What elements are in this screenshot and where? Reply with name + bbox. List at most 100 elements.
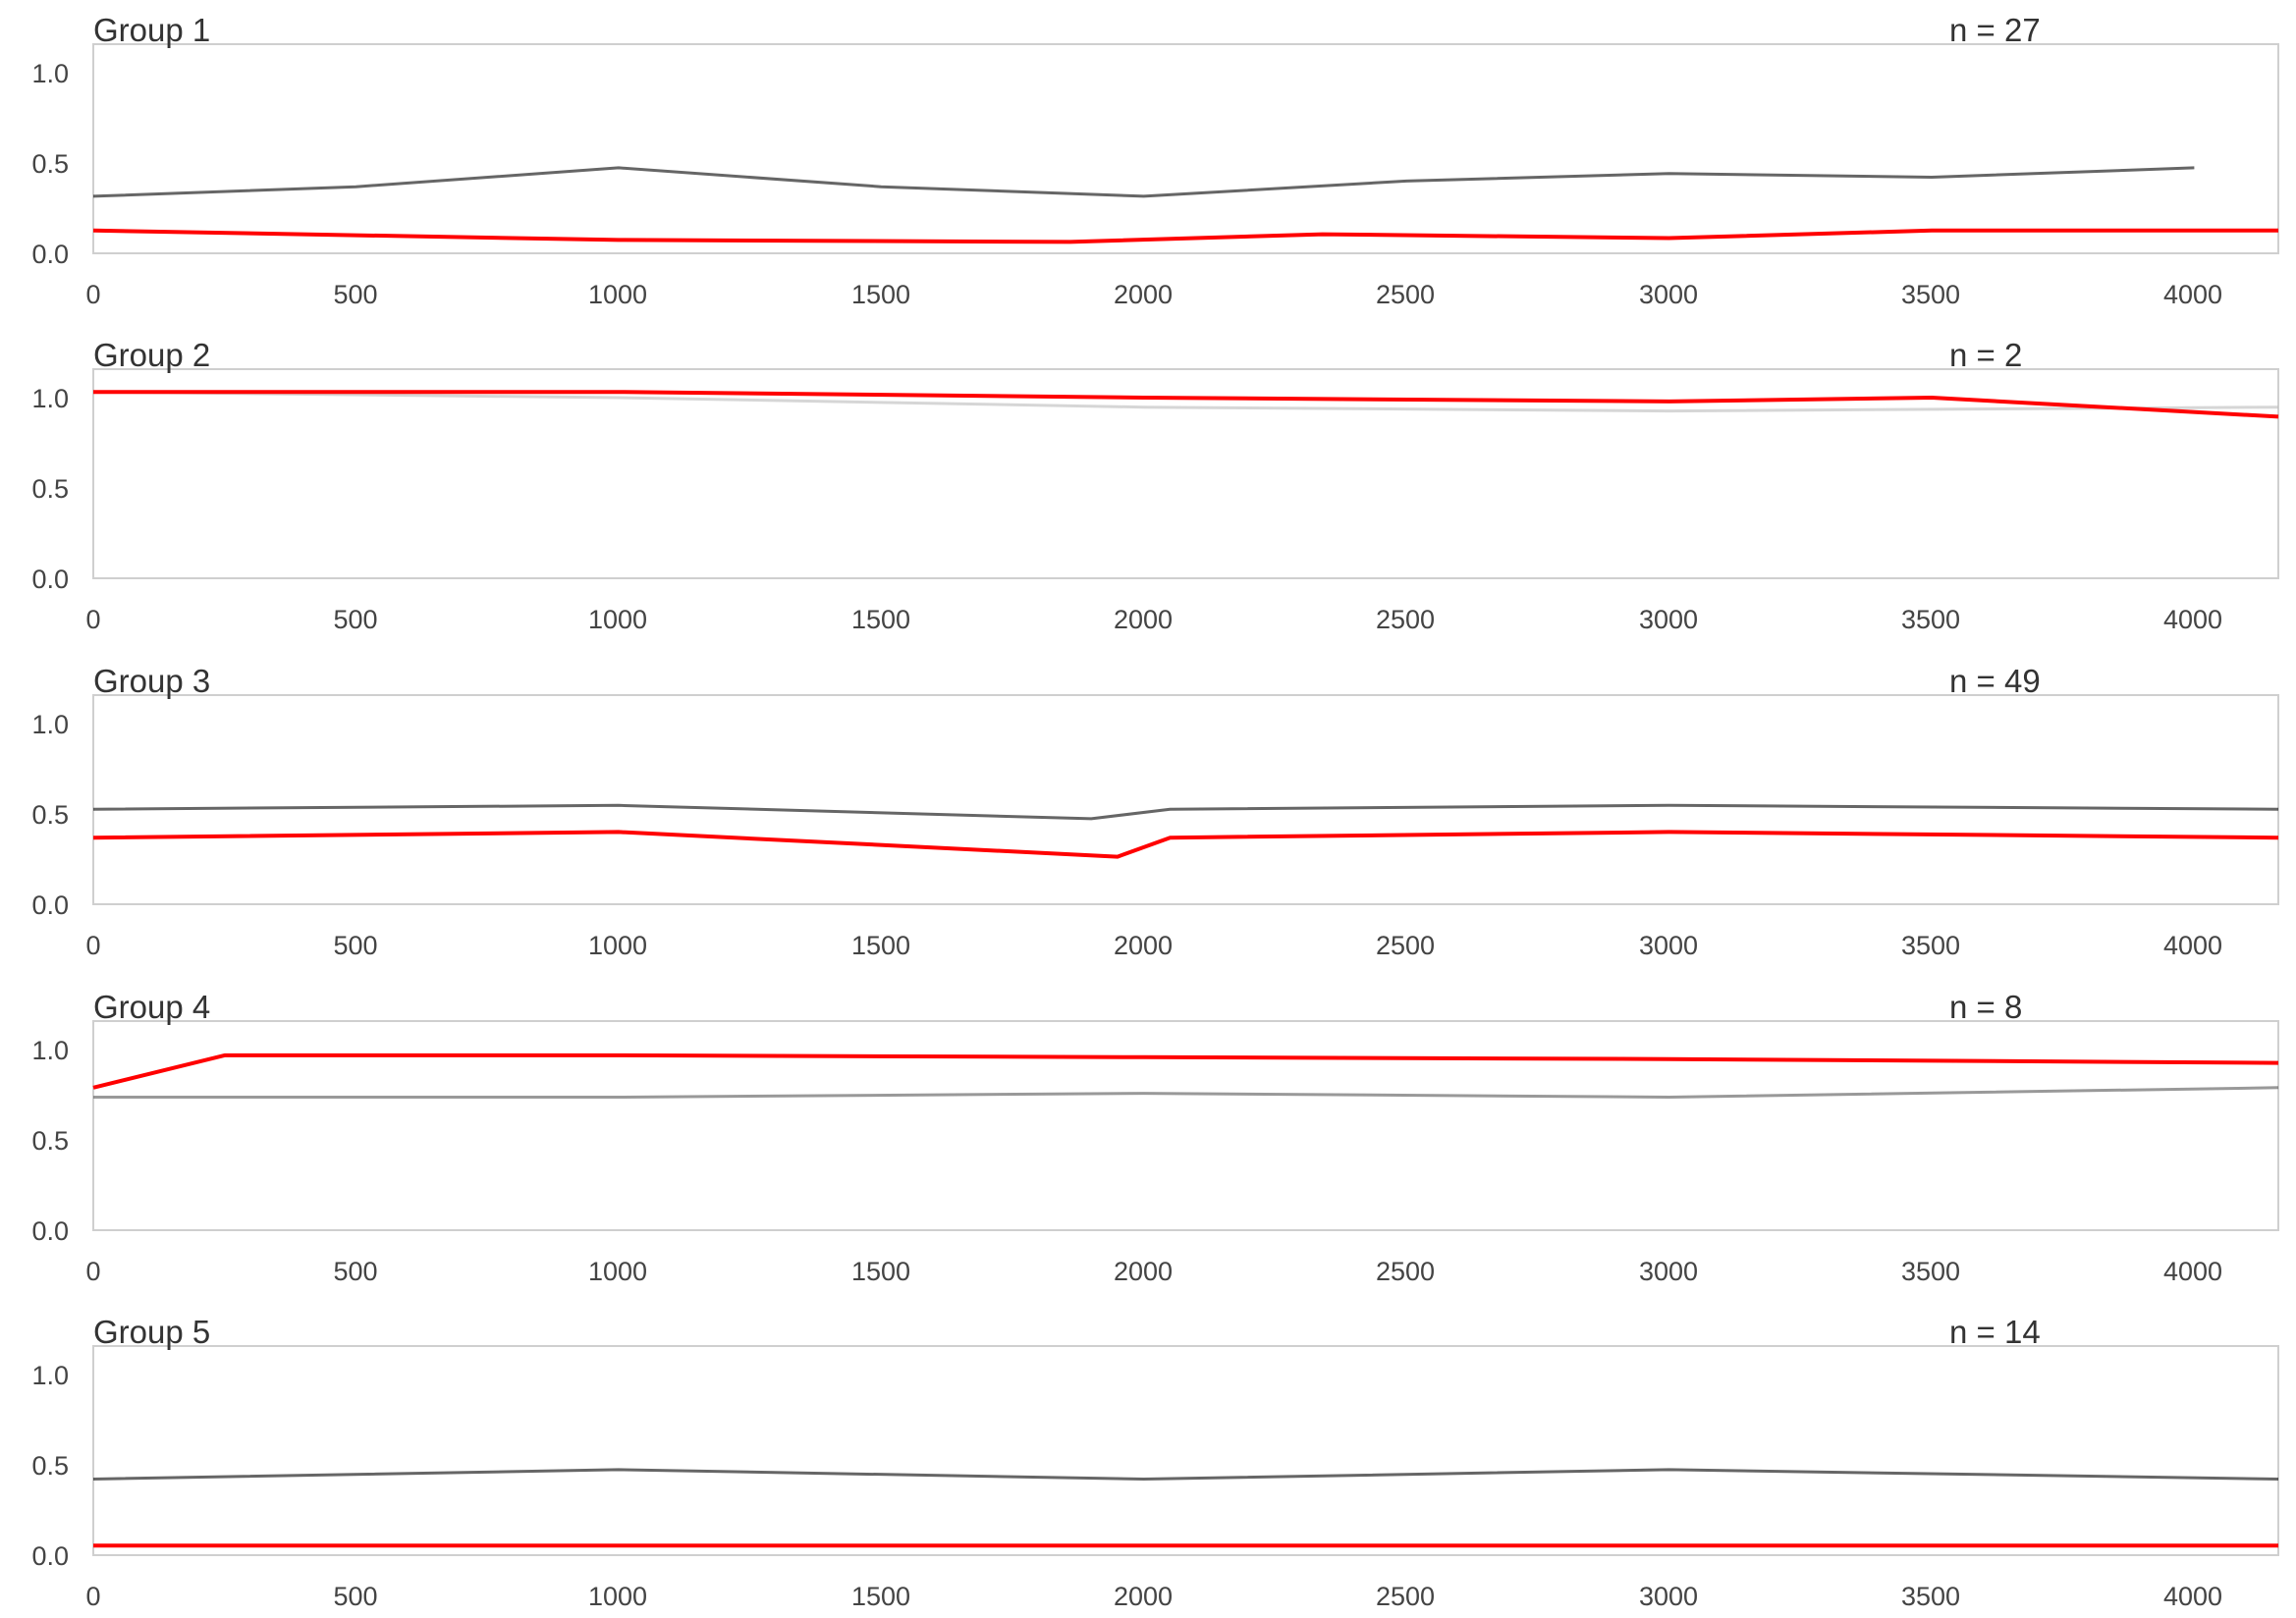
x-tick-label: 0 <box>85 1257 100 1286</box>
x-tick-label: 2500 <box>1376 280 1435 309</box>
y-axis: 0.0 0.5 1.0 <box>31 59 69 269</box>
x-tick-label: 0 <box>85 931 100 960</box>
y-tick-label: 1.0 <box>31 384 69 413</box>
panel-group-1: Group 1 n = 27 0.0 0.5 1.0 0 500 1000 15… <box>31 12 2279 309</box>
highlight-series-line <box>92 1052 2279 1090</box>
background-series-line <box>92 803 2279 821</box>
y-tick-label: 0.0 <box>31 1216 69 1246</box>
y-tick-label: 1.0 <box>31 59 69 88</box>
sample-count: n = 14 <box>1949 1314 2041 1350</box>
y-tick-label: 0.5 <box>31 1451 69 1481</box>
x-tick-label: 2000 <box>1114 1257 1173 1286</box>
x-tick-label: 500 <box>333 931 377 960</box>
y-tick-label: 1.0 <box>31 1361 69 1390</box>
y-tick-label: 0.0 <box>31 890 69 920</box>
x-axis: 0 500 1000 1500 2000 2500 3000 3500 4000 <box>85 280 2222 309</box>
traces-layer <box>92 803 2279 859</box>
x-axis: 0 500 1000 1500 2000 2500 3000 3500 4000 <box>85 931 2222 960</box>
x-tick-label: 500 <box>333 280 377 309</box>
x-tick-label: 2500 <box>1376 1257 1435 1286</box>
x-tick-label: 3500 <box>1901 1582 1960 1611</box>
x-tick-label: 1500 <box>851 931 910 960</box>
y-tick-label: 0.5 <box>31 800 69 830</box>
panel-group-4: Group 4 n = 8 0.0 0.5 1.0 0 500 1000 150… <box>31 989 2279 1286</box>
panel-title: Group 1 <box>93 12 210 48</box>
y-tick-label: 0.0 <box>31 240 69 269</box>
x-tick-label: 4000 <box>2163 605 2222 634</box>
x-tick-label: 3000 <box>1639 605 1698 634</box>
plot-frame <box>92 1345 2279 1556</box>
background-series-line <box>93 1086 2279 1099</box>
x-tick-label: 4000 <box>2163 1582 2222 1611</box>
y-tick-label: 0.5 <box>31 474 69 504</box>
x-tick-label: 3500 <box>1901 931 1960 960</box>
y-tick-label: 0.5 <box>31 1126 69 1156</box>
x-tick-label: 2000 <box>1114 280 1173 309</box>
sample-count: n = 49 <box>1949 663 2041 699</box>
x-tick-label: 3500 <box>1901 280 1960 309</box>
traces-layer <box>92 390 2279 419</box>
background-series-line <box>92 390 2279 413</box>
y-tick-label: 1.0 <box>31 1036 69 1065</box>
x-tick-label: 4000 <box>2163 1257 2222 1286</box>
y-tick-label: 1.0 <box>31 710 69 739</box>
x-tick-label: 500 <box>333 605 377 634</box>
y-axis: 0.0 0.5 1.0 <box>31 384 69 594</box>
x-tick-label: 0 <box>85 1582 100 1611</box>
x-axis: 0 500 1000 1500 2000 2500 3000 3500 4000 <box>85 1582 2222 1611</box>
plot-frame <box>92 1020 2279 1231</box>
x-tick-label: 1000 <box>588 280 647 309</box>
y-tick-label: 0.0 <box>31 565 69 594</box>
traces-layer <box>92 166 2278 244</box>
x-tick-label: 1000 <box>588 1257 647 1286</box>
x-axis: 0 500 1000 1500 2000 2500 3000 3500 4000 <box>85 605 2222 634</box>
y-tick-label: 0.0 <box>31 1541 69 1571</box>
plot-frame <box>92 43 2279 254</box>
background-series-line <box>92 166 2195 198</box>
x-tick-label: 3500 <box>1901 605 1960 634</box>
y-tick-label: 0.5 <box>31 149 69 179</box>
panel-group-5: Group 5 n = 14 0.0 0.5 1.0 0 500 1000 15… <box>31 1314 2279 1611</box>
traces-layer <box>92 1052 2279 1099</box>
x-tick-label: 3000 <box>1639 931 1698 960</box>
x-tick-label: 1000 <box>588 931 647 960</box>
x-tick-label: 500 <box>333 1257 377 1286</box>
sample-count: n = 27 <box>1949 12 2041 48</box>
y-axis: 0.0 0.5 1.0 <box>31 710 69 920</box>
panel-title: Group 4 <box>93 989 210 1025</box>
x-tick-label: 1500 <box>851 1257 910 1286</box>
x-tick-label: 0 <box>85 605 100 634</box>
plot-frame <box>92 694 2279 905</box>
y-axis: 0.0 0.5 1.0 <box>31 1361 69 1571</box>
highlight-series-line <box>92 228 2278 244</box>
sample-count: n = 2 <box>1949 337 2022 373</box>
x-tick-label: 1000 <box>588 605 647 634</box>
x-tick-label: 4000 <box>2163 931 2222 960</box>
x-tick-label: 2500 <box>1376 1582 1435 1611</box>
x-tick-label: 2500 <box>1376 931 1435 960</box>
x-tick-label: 2000 <box>1114 605 1173 634</box>
x-axis: 0 500 1000 1500 2000 2500 3000 3500 4000 <box>85 1257 2222 1286</box>
highlight-series-line <box>92 830 2279 859</box>
panel-title: Group 5 <box>93 1314 210 1350</box>
x-tick-label: 1500 <box>851 605 910 634</box>
x-tick-label: 2000 <box>1114 931 1173 960</box>
x-tick-label: 1500 <box>851 280 910 309</box>
x-tick-label: 4000 <box>2163 280 2222 309</box>
plot-frame <box>92 368 2279 579</box>
panel-group-2: Group 2 n = 2 0.0 0.5 1.0 0 500 1000 150… <box>31 337 2279 634</box>
highlight-series-line <box>93 390 2279 419</box>
x-tick-label: 3500 <box>1901 1257 1960 1286</box>
x-tick-label: 3000 <box>1639 280 1698 309</box>
x-tick-label: 0 <box>85 280 100 309</box>
background-series-line <box>92 1468 2279 1481</box>
panel-title: Group 2 <box>93 337 210 373</box>
y-axis: 0.0 0.5 1.0 <box>31 1036 69 1246</box>
x-tick-label: 2500 <box>1376 605 1435 634</box>
x-tick-label: 3000 <box>1639 1582 1698 1611</box>
panel-group-3: Group 3 n = 49 0.0 0.5 1.0 0 500 1000 15… <box>31 663 2279 960</box>
traces-layer <box>92 1468 2279 1548</box>
sample-count: n = 8 <box>1949 989 2022 1025</box>
